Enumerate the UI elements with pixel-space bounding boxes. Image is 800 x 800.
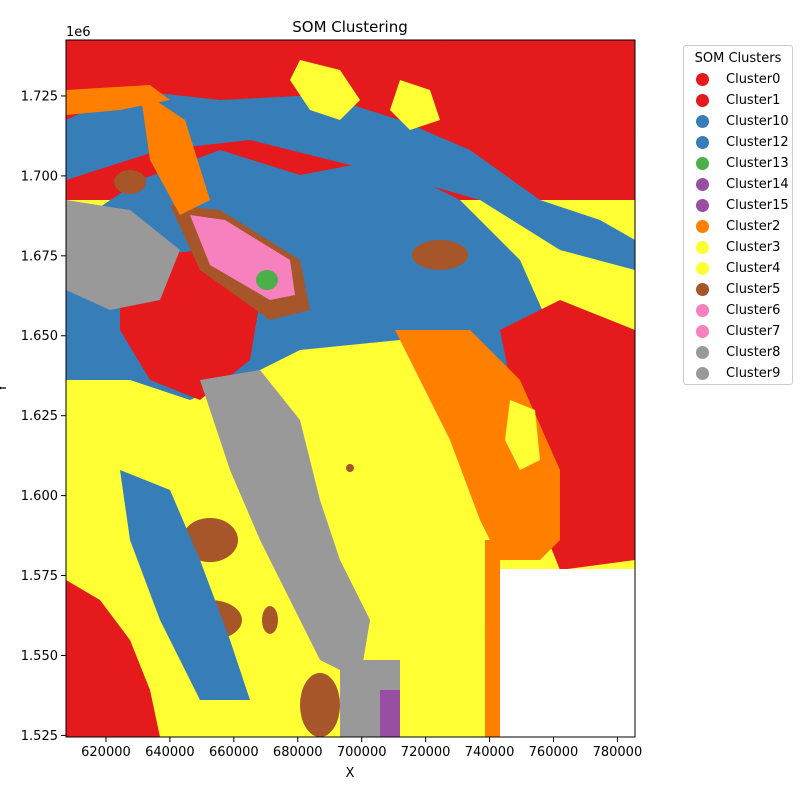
legend-entry: Cluster0 [684, 69, 792, 90]
x-tick-label: 700000 [337, 745, 387, 760]
y-axis: 1.525 1.550 1.575 1.600 1.625 1.650 1.675 1.700… [21, 89, 66, 744]
legend-label: Cluster12 [726, 135, 789, 150]
cluster-region [505, 400, 540, 470]
legend-label: Cluster10 [726, 114, 789, 129]
cluster-region [114, 170, 146, 194]
cluster-region [66, 40, 635, 130]
legend-entry: Cluster14 [684, 174, 792, 195]
x-tick-label: 760000 [529, 745, 579, 760]
y-tick-label: 1.675 [21, 249, 58, 264]
x-tick-label: 780000 [593, 745, 643, 760]
legend-swatch [696, 73, 709, 86]
legend-entry: Cluster12 [684, 132, 792, 153]
legend-entry: Cluster10 [684, 111, 792, 132]
legend-swatch [696, 115, 709, 128]
cluster-region [395, 330, 560, 560]
legend-label: Cluster15 [726, 198, 789, 213]
legend-label: Cluster14 [726, 177, 789, 192]
legend-swatch [696, 346, 709, 359]
legend-swatch [696, 199, 709, 212]
cluster-region [120, 470, 250, 700]
legend-entry: Cluster9 [684, 363, 792, 384]
cluster-region [290, 60, 360, 120]
legend-swatch [696, 94, 709, 107]
x-tick-label: 680000 [273, 745, 323, 760]
legend: SOM Clusters Cluster0 Cluster1 Cluster10 Cl… [683, 45, 793, 385]
legend-entry: Cluster5 [684, 279, 792, 300]
cluster-region [66, 85, 170, 115]
y-offset-text: 1e6 [66, 25, 91, 40]
legend-swatch [696, 367, 709, 380]
cluster-region [66, 200, 180, 310]
legend-swatch [696, 241, 709, 254]
legend-label: Cluster6 [726, 303, 781, 318]
y-tick-label: 1.725 [21, 89, 58, 104]
x-tick-label: 640000 [145, 745, 195, 760]
cluster-region [485, 540, 500, 737]
legend-label: Cluster1 [726, 93, 781, 108]
legend-entry: Cluster4 [684, 258, 792, 279]
legend-entry: Cluster7 [684, 321, 792, 342]
legend-label: Cluster8 [726, 345, 781, 360]
cluster-region [380, 690, 400, 737]
legend-entry: Cluster2 [684, 216, 792, 237]
cluster-region [412, 240, 468, 270]
y-tick-label: 1.525 [21, 729, 58, 744]
y-tick-label: 1.650 [21, 329, 58, 344]
y-tick-label: 1.700 [21, 169, 58, 184]
legend-entry: Cluster6 [684, 300, 792, 321]
x-tick-label: 660000 [209, 745, 259, 760]
legend-label: Cluster4 [726, 261, 781, 276]
cluster-region [300, 673, 340, 737]
y-tick-label: 1.625 [21, 409, 58, 424]
legend-entry: Cluster13 [684, 153, 792, 174]
cluster-region [346, 464, 354, 472]
y-tick-label: 1.600 [21, 489, 58, 504]
cluster-region [66, 580, 160, 737]
legend-entry: Cluster1 [684, 90, 792, 111]
x-tick-label: 720000 [401, 745, 451, 760]
legend-swatch [696, 136, 709, 149]
y-tick-label: 1.575 [21, 569, 58, 584]
y-tick-label: 1.550 [21, 649, 58, 664]
legend-entry: Cluster3 [684, 237, 792, 258]
legend-entry: Cluster15 [684, 195, 792, 216]
legend-label: Cluster5 [726, 282, 781, 297]
x-axis: 620000 640000 660000 680000 700000 720000 7400… [81, 737, 642, 760]
legend-label: Cluster3 [726, 240, 781, 255]
no-data-region [500, 569, 635, 737]
cluster-region [262, 606, 278, 634]
legend-label: Cluster13 [726, 156, 789, 171]
legend-entry: Cluster8 [684, 342, 792, 363]
legend-label: Cluster2 [726, 219, 781, 234]
legend-swatch [696, 178, 709, 191]
plot-area [66, 40, 635, 737]
plot-frame [65, 39, 636, 738]
legend-label: Cluster7 [726, 324, 781, 339]
y-axis-label: Y [0, 384, 10, 393]
cluster-region [256, 270, 278, 290]
cluster-region [200, 370, 370, 680]
chart-title: SOM Clustering [292, 18, 407, 36]
cluster-region [66, 90, 635, 270]
legend-swatch [696, 262, 709, 275]
legend-swatch [696, 325, 709, 338]
legend-swatch [696, 220, 709, 233]
cluster-region [390, 80, 440, 130]
legend-swatch [696, 283, 709, 296]
legend-label: Cluster9 [726, 366, 781, 381]
cluster-region [140, 90, 210, 215]
x-tick-label: 620000 [81, 745, 131, 760]
x-tick-label: 740000 [465, 745, 515, 760]
legend-swatch [696, 304, 709, 317]
legend-title: SOM Clusters [694, 51, 782, 66]
x-axis-label: X [346, 766, 355, 781]
cluster-region [500, 300, 635, 570]
legend-swatch [696, 157, 709, 170]
legend-label: Cluster0 [726, 72, 781, 87]
